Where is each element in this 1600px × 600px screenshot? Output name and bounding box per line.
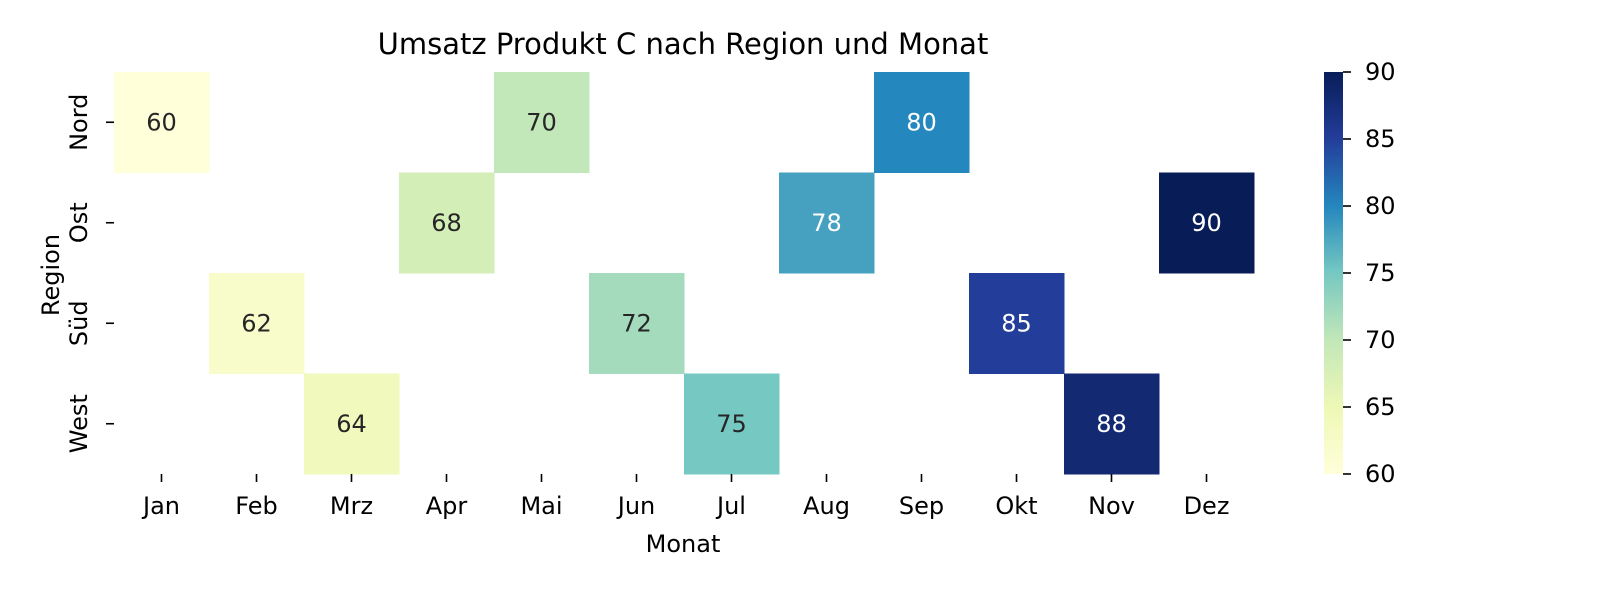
cell-value-label: 62 — [241, 309, 272, 337]
y-tick-label: Ost — [65, 202, 93, 243]
cell-value-label: 60 — [146, 108, 177, 136]
chart-title: Umsatz Produkt C nach Region und Monat — [378, 27, 989, 61]
heatmap-cell — [589, 273, 685, 374]
colorbar — [1324, 72, 1343, 474]
x-tick-label: Okt — [995, 492, 1037, 520]
x-tick-label: Dez — [1184, 492, 1230, 520]
x-tick-label: Nov — [1088, 492, 1135, 520]
heatmap-cell — [304, 373, 400, 475]
colorbar-tick-label: 70 — [1365, 326, 1396, 354]
heatmap-cells: 60 62 64 68 70 72 75 78 80 85 88 90 — [114, 72, 1255, 475]
x-tick-label: Apr — [426, 492, 468, 520]
x-tick-label: Jul — [715, 492, 746, 520]
cell-value-label: 72 — [621, 309, 652, 337]
cell-value-label: 88 — [1096, 410, 1127, 438]
x-tick-label: Mai — [520, 492, 562, 520]
x-tick-label: Jan — [141, 492, 180, 520]
heatmap-cell — [684, 373, 780, 475]
x-tick-label: Aug — [803, 492, 850, 520]
heatmap-cell — [874, 72, 970, 173]
x-axis-label: Monat — [646, 530, 721, 558]
heatmap-cell — [969, 273, 1065, 374]
cell-value-label: 90 — [1191, 209, 1222, 237]
heatmap-cell — [779, 172, 875, 274]
x-tick-label: Feb — [235, 492, 278, 520]
y-tick-label: West — [65, 394, 93, 453]
colorbar-tick-label: 85 — [1365, 125, 1396, 153]
heatmap-cell — [1159, 172, 1255, 274]
colorbar-ticks: 60 65 70 75 80 85 90 — [1343, 58, 1396, 488]
x-axis: Jan Feb Mrz Apr Mai Jun Jul Aug Sep Okt Nov Dez — [141, 474, 1229, 520]
x-tick-label: Mrz — [330, 492, 373, 520]
heatmap-cell — [1064, 373, 1160, 475]
cell-value-label: 68 — [431, 209, 462, 237]
cell-value-label: 70 — [526, 108, 557, 136]
colorbar-tick-label: 65 — [1365, 393, 1396, 421]
y-axis-label: Region — [37, 234, 65, 316]
cell-value-label: 64 — [336, 410, 367, 438]
colorbar-tick-label: 90 — [1365, 58, 1396, 86]
cell-value-label: 78 — [811, 209, 842, 237]
colorbar-tick-label: 60 — [1365, 460, 1396, 488]
colorbar-tick-label: 75 — [1365, 259, 1396, 287]
y-tick-label: Süd — [65, 300, 93, 346]
heatmap-cell — [114, 72, 210, 173]
heatmap-cell — [494, 72, 590, 173]
x-tick-label: Sep — [899, 492, 944, 520]
cell-value-label: 80 — [906, 108, 937, 136]
cell-value-label: 85 — [1001, 309, 1032, 337]
y-axis: Nord Ost Süd West — [65, 94, 114, 453]
x-tick-label: Jun — [616, 492, 656, 520]
colorbar-tick-label: 80 — [1365, 192, 1396, 220]
heatmap-cell — [399, 172, 495, 274]
y-tick-label: Nord — [65, 94, 93, 151]
cell-value-label: 75 — [716, 410, 747, 438]
heatmap-cell — [209, 273, 305, 374]
